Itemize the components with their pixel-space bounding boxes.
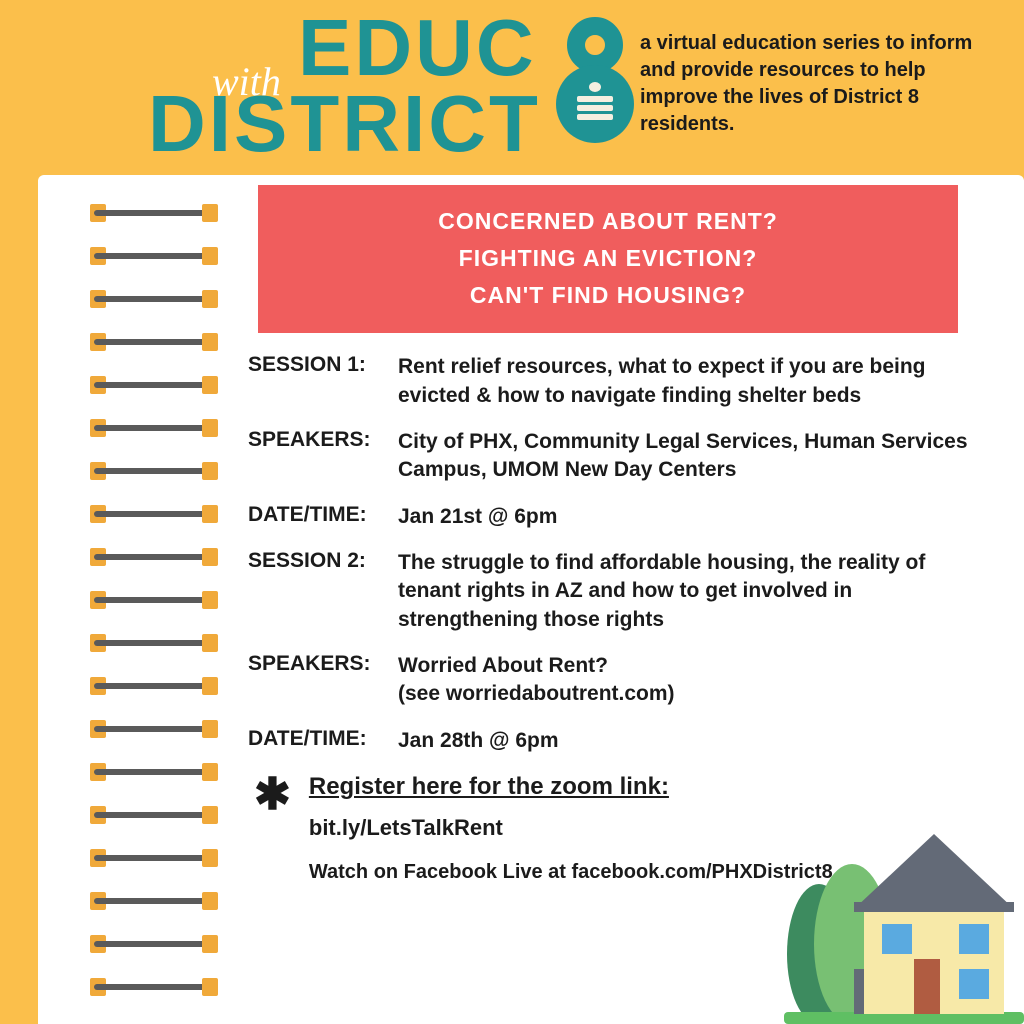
spiral-ring <box>94 977 214 997</box>
spiral-ring <box>94 762 214 782</box>
register-link[interactable]: bit.ly/LetsTalkRent <box>309 815 833 841</box>
row-value: Jan 21st @ 6pm <box>398 503 557 531</box>
spiral-ring <box>94 461 214 481</box>
logo-with-text: with <box>212 58 281 105</box>
row-value: Rent relief resources, what to expect if… <box>398 353 968 410</box>
spiral-ring <box>94 203 214 223</box>
logo-district-text: DISTRICT <box>148 78 541 170</box>
spiral-ring <box>94 246 214 266</box>
spiral-binding <box>94 185 214 1015</box>
house-icon <box>764 794 1024 1024</box>
headline-box: CONCERNED ABOUT RENT? FIGHTING AN EVICTI… <box>258 185 958 333</box>
spiral-ring <box>94 633 214 653</box>
infographic-page: with EDUC DISTRICT a virtual education s… <box>0 0 1024 1024</box>
spiral-ring <box>94 805 214 825</box>
row-value: Jan 28th @ 6pm <box>398 727 559 755</box>
info-rows: SESSION 1:Rent relief resources, what to… <box>248 353 968 755</box>
spiral-ring <box>94 891 214 911</box>
row-value: City of PHX, Community Legal Services, H… <box>398 428 968 485</box>
spiral-ring <box>94 719 214 739</box>
row-label: DATE/TIME: <box>248 503 398 531</box>
spiral-ring <box>94 289 214 309</box>
spiral-ring <box>94 848 214 868</box>
headline-line: CONCERNED ABOUT RENT? <box>268 203 948 240</box>
info-row: SPEAKERS:City of PHX, Community Legal Se… <box>248 428 968 485</box>
row-label: SESSION 1: <box>248 353 398 410</box>
tagline-text: a virtual education series to inform and… <box>640 30 980 138</box>
spiral-ring <box>94 590 214 610</box>
spiral-ring <box>94 504 214 524</box>
headline-line: CAN'T FIND HOUSING? <box>268 277 948 314</box>
row-value: Worried About Rent? (see worriedaboutren… <box>398 652 675 709</box>
info-row: DATE/TIME:Jan 21st @ 6pm <box>248 503 968 531</box>
spiral-ring <box>94 934 214 954</box>
content-area: CONCERNED ABOUT RENT? FIGHTING AN EVICTI… <box>248 185 998 885</box>
books-icon <box>575 88 615 120</box>
spiral-ring <box>94 375 214 395</box>
info-row: SESSION 1:Rent relief resources, what to… <box>248 353 968 410</box>
facebook-live-text: Watch on Facebook Live at facebook.com/P… <box>309 859 833 885</box>
spiral-ring <box>94 418 214 438</box>
headline-line: FIGHTING AN EVICTION? <box>268 240 948 277</box>
row-label: SESSION 2: <box>248 549 398 634</box>
row-label: SPEAKERS: <box>248 652 398 709</box>
notebook-panel: CONCERNED ABOUT RENT? FIGHTING AN EVICTI… <box>38 175 1024 1024</box>
row-label: DATE/TIME: <box>248 727 398 755</box>
spiral-ring <box>94 547 214 567</box>
spiral-ring <box>94 676 214 696</box>
header: with EDUC DISTRICT a virtual education s… <box>0 0 1024 175</box>
logo-eight-icon <box>540 0 650 160</box>
info-row: DATE/TIME:Jan 28th @ 6pm <box>248 727 968 755</box>
asterisk-icon: ✱ <box>254 773 291 885</box>
row-label: SPEAKERS: <box>248 428 398 485</box>
info-row: SPEAKERS:Worried About Rent? (see worrie… <box>248 652 968 709</box>
register-heading: Register here for the zoom link: <box>309 773 833 801</box>
logo-area: with EDUC DISTRICT <box>40 10 610 170</box>
spiral-ring <box>94 332 214 352</box>
info-row: SESSION 2:The struggle to find affordabl… <box>248 549 968 634</box>
row-value: The struggle to find affordable housing,… <box>398 549 968 634</box>
